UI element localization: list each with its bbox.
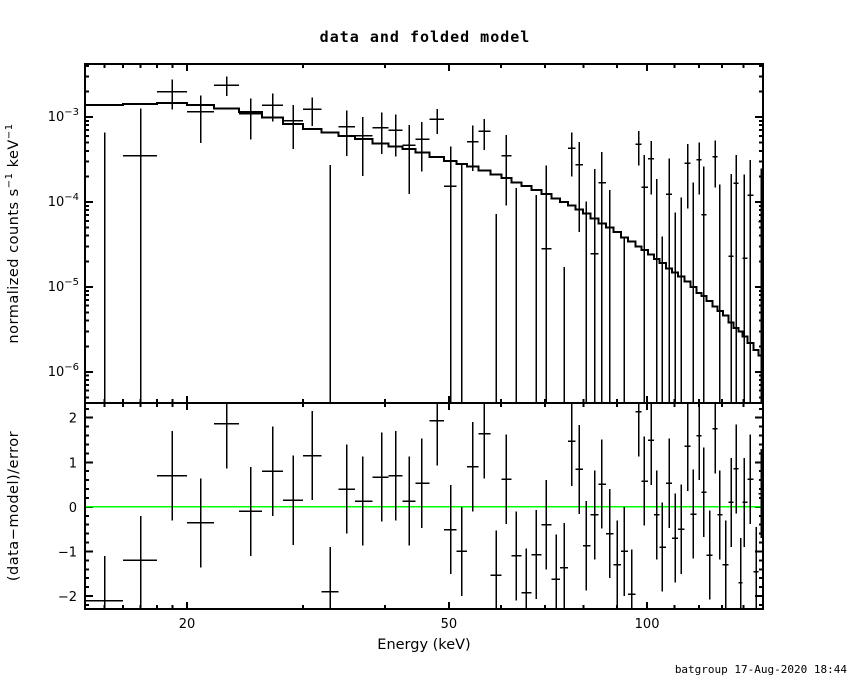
residual-tick-label: −1 <box>58 545 77 560</box>
model-line <box>85 102 763 357</box>
residual-tick-label: 0 <box>69 501 77 516</box>
x-tick-label: 50 <box>441 617 458 632</box>
x-tick-label: 20 <box>179 617 196 632</box>
bottom-panel-frame <box>84 402 764 610</box>
top-panel-frame <box>84 63 764 404</box>
y-axis-title-bottom: (data−model)/error <box>6 431 22 581</box>
x-axis-title: Energy (keV) <box>377 637 470 653</box>
y-tick-label-log: 10−4 <box>48 192 79 210</box>
panel-frames <box>84 63 764 610</box>
model-histogram <box>85 102 763 357</box>
residual-tick-label: 2 <box>69 412 77 427</box>
residual-series <box>85 403 763 609</box>
residual-tick-label: −2 <box>58 590 77 605</box>
axis-ticks <box>85 64 763 609</box>
residual-tick-label: 1 <box>69 456 77 471</box>
y-tick-label-log: 10−6 <box>48 362 79 380</box>
data-series <box>103 76 763 403</box>
chart-title: data and folded model <box>319 28 531 46</box>
y-tick-label-log: 10−5 <box>48 277 79 295</box>
y-axis-title-top: normalized counts s−1 keV−1 <box>4 123 22 343</box>
y-tick-label-log: 10−3 <box>48 107 79 125</box>
axis-labels: 20 50 100 Energy (keV) 10−3 10−4 10−5 10−6 2 1 0 −1… <box>4 107 659 653</box>
timestamp-label: batgroup 17-Aug-2020 18:44 <box>674 663 847 676</box>
x-tick-label: 100 <box>635 617 660 632</box>
